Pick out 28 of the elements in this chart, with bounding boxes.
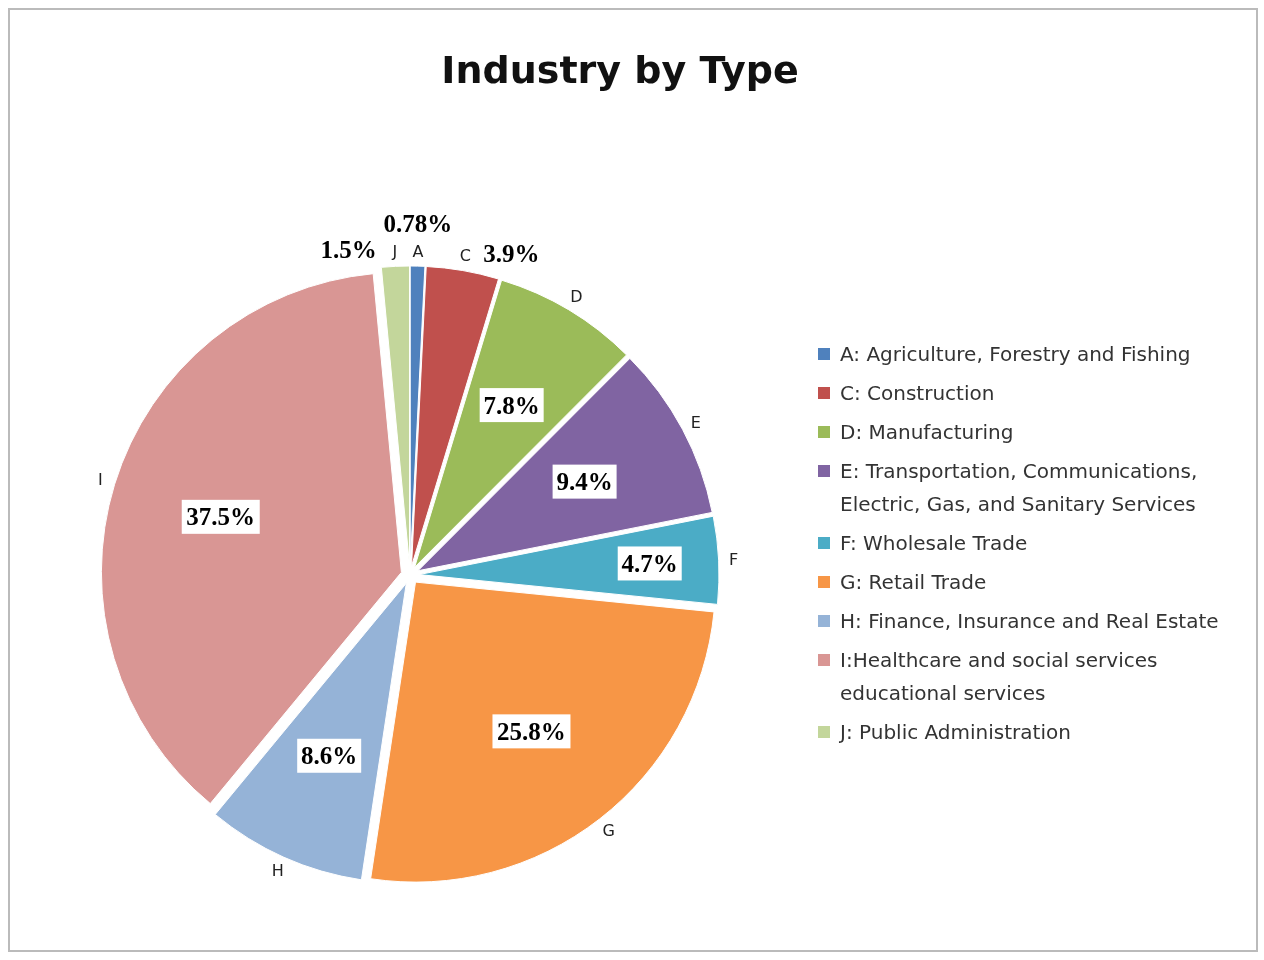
text: H [271,861,284,881]
data-label: 9.4% [556,468,613,496]
legend-label: F: Wholesale Trade [840,530,1028,557]
text: D [570,287,583,307]
legend-label: H: Finance, Insurance and Real Estate [840,608,1219,635]
data-label: 25.8% [497,717,566,745]
data-label: 7.8% [483,391,540,419]
text: C [459,246,471,266]
text: F [729,549,739,569]
legend-label: C: Construction [840,380,995,407]
data-label: 1.5% [320,235,377,263]
data-label: 3.9% [483,240,540,268]
data-label: 8.6% [301,742,358,770]
legend-label: D: Manufacturing [840,419,1014,446]
data-label: 37.5% [186,503,256,531]
text: I [97,470,103,490]
legend-label: J: Public Administration [840,719,1071,746]
legend-label: E: Transportation, Communications, Electric, Gas, and Sanitary Services [840,458,1199,518]
legend-label: I:Healthcare and social services educational services [840,647,1159,707]
text: G [602,821,615,841]
chart-title: Industry by Type [440,48,800,92]
text: E [690,412,701,432]
text: J [391,241,398,261]
data-label: 4.7% [621,549,678,577]
legend-label: A: Agriculture, Forestry and Fishing [840,341,1191,368]
legend-label: G: Retail Trade [840,569,987,596]
text: A [412,241,424,261]
data-label: 0.78% [383,209,453,237]
